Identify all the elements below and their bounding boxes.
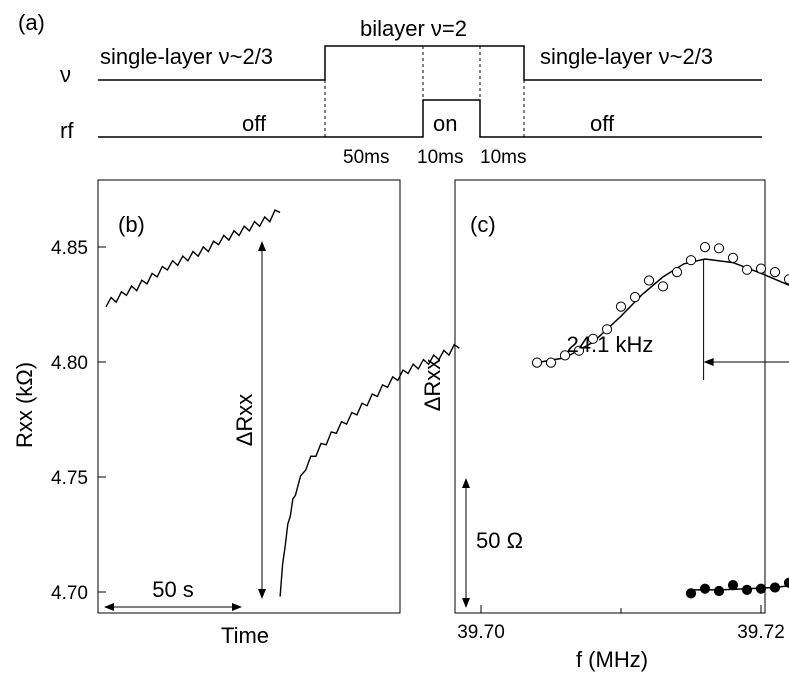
open-data-point	[531, 357, 543, 368]
time-scale-arrowhead-right	[232, 603, 242, 611]
panel-b-label: (b)	[118, 212, 145, 237]
duration-10ms-label-2: 10ms	[480, 147, 526, 168]
open-data-point	[657, 281, 669, 292]
open-data-point	[587, 333, 599, 344]
panel-b-ytick-label: 4.80	[51, 353, 88, 374]
panel-c-frame	[454, 179, 766, 614]
panel-c-y-axis-label: ΔRxx	[420, 359, 445, 412]
rxx-trace-1	[105, 209, 281, 308]
filled-data-point	[713, 585, 725, 597]
filled-data-point	[755, 583, 767, 594]
panel-b-x-axis-label: Time	[221, 623, 269, 648]
timing-markers	[324, 46, 525, 137]
panel-b-y-ticks	[98, 246, 106, 593]
filled-data-point	[699, 583, 711, 594]
nu-row-label: ν	[60, 62, 71, 87]
open-data-point	[629, 292, 641, 303]
rf-off-left-label: off	[242, 111, 267, 136]
open-data-point	[643, 275, 655, 286]
panel-c-xtick-label: 39.70	[457, 622, 505, 643]
resistance-scale-label: 50 Ω	[476, 528, 523, 553]
panel-c-label: (c)	[470, 212, 496, 237]
filled-data-point	[769, 582, 781, 593]
filled-data-point	[783, 577, 789, 588]
right-state-label: single-layer ν~2/3	[540, 44, 713, 69]
open-data-point	[615, 301, 627, 312]
time-scale-arrowhead-left	[104, 603, 114, 611]
open-data-point	[573, 345, 585, 356]
rf-off-right-label: off	[590, 111, 615, 136]
open-data-point	[601, 324, 613, 335]
filled-data-point	[741, 584, 753, 596]
filled-data-point	[685, 588, 697, 599]
open-data-point	[685, 255, 697, 266]
panel-b-y-axis-label: Rxx (kΩ)	[12, 362, 37, 448]
middle-state-label: bilayer ν=2	[360, 16, 467, 41]
panel-b-ytick-label: 4.85	[51, 238, 88, 259]
open-data-point	[671, 267, 683, 278]
splitting-label: 24.1 kHz	[567, 332, 654, 357]
open-data-point	[755, 263, 767, 274]
rf-timeline	[98, 99, 762, 138]
open-data-point	[545, 357, 557, 368]
time-scale-label: 50 s	[152, 577, 194, 602]
panel-b-ytick-label: 4.75	[51, 468, 88, 489]
open-data-point	[713, 243, 725, 254]
panel-c-series	[531, 242, 789, 599]
open-data-point	[741, 264, 753, 275]
nu-timeline	[98, 45, 762, 81]
panel-b: (b) 4.85 4.80 4.75 4.70 Rxx (kΩ) Time ΔR…	[12, 179, 460, 648]
filled-data-point	[727, 580, 739, 591]
resistance-scale-arrowhead-bottom	[462, 598, 470, 608]
resistance-scale-arrowhead-top	[462, 478, 470, 488]
rf-on-label: on	[433, 111, 457, 136]
panel-c-xtick-label: 39.72	[737, 622, 785, 643]
duration-10ms-label-1: 10ms	[417, 147, 463, 168]
left-state-label: single-layer ν~2/3	[100, 44, 273, 69]
open-data-point	[699, 242, 711, 253]
open-data-point	[559, 350, 571, 361]
open-data-point	[783, 274, 789, 285]
panel-c-x-axis-label: f (MHz)	[576, 647, 648, 672]
delta-rxx-arrowhead-down	[258, 589, 266, 599]
delta-rxx-label: ΔRxx	[232, 394, 257, 447]
bilayer-fit-line	[691, 584, 789, 591]
panel-b-series	[105, 209, 460, 597]
panel-b-frame	[97, 179, 401, 614]
rxx-trace-2	[279, 343, 460, 597]
single-layer-fit-line	[536, 258, 789, 364]
open-data-point	[769, 267, 781, 278]
panel-a: (a) ν rf single-layer ν~2/3 bilayer ν=2 …	[18, 10, 762, 168]
open-data-point	[727, 252, 739, 263]
rf-row-label: rf	[60, 118, 74, 143]
delta-rxx-arrowhead-up	[258, 241, 266, 251]
duration-50ms-label: 50ms	[343, 147, 389, 168]
splitting-arrowhead-left	[703, 358, 714, 366]
panel-a-label: (a)	[18, 10, 45, 35]
panel-b-ytick-label: 4.70	[51, 583, 88, 604]
splitting-annotation	[703, 259, 789, 380]
